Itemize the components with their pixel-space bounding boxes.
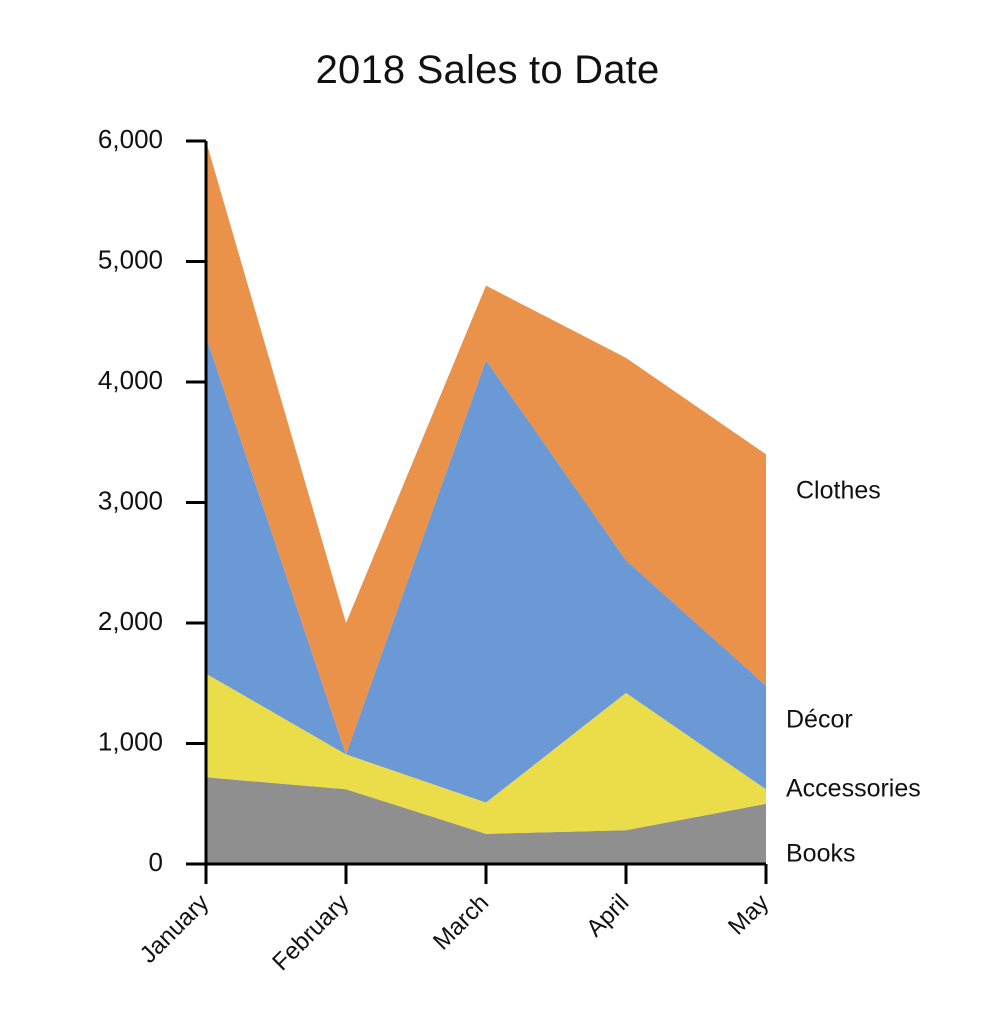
y-tick-label: 3,000 [98,485,163,515]
x-tick-label: March [428,889,494,955]
series-label-books: Books [786,840,855,868]
x-axis-ticks: January February March April May [135,864,774,976]
y-tick-label: 5,000 [98,244,163,274]
chart-title: 2018 Sales to Date [315,48,660,92]
area-layers [206,141,766,864]
y-tick-label: 2,000 [98,606,163,636]
x-tick-label: January [135,889,214,968]
series-label-accessories: Accessories [786,775,921,803]
area-books [206,777,766,864]
axes [186,141,766,884]
series-label-dcor: Décor [786,706,853,734]
x-tick-label: April [581,889,634,942]
y-axis-ticks: 0 1,000 2,000 3,000 4,000 5,000 6,000 [98,124,206,877]
y-tick-label: 6,000 [98,124,163,154]
y-tick-label: 1,000 [98,726,163,756]
series-labels: Books Accessories Décor Clothes [786,477,921,868]
area-clothes [206,141,766,755]
area-dcor [206,336,766,803]
y-tick-label: 4,000 [98,365,163,395]
area-accessories [206,673,766,834]
series-label-clothes: Clothes [796,477,881,505]
x-tick-label: May [723,889,774,940]
x-tick-label: February [267,889,354,976]
y-tick-label: 0 [149,847,163,877]
